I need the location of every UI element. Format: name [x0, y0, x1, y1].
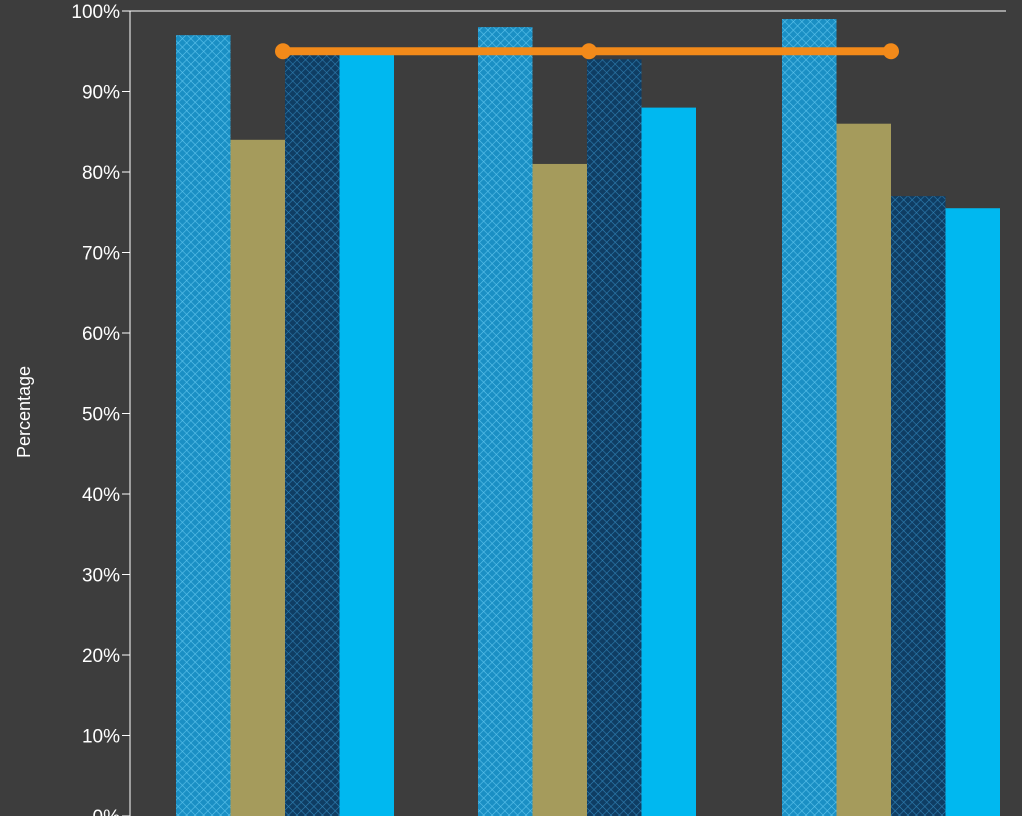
- y-tick-label: 90%: [82, 83, 120, 104]
- target-line-point-3: [883, 43, 899, 60]
- y-tick-label: 30%: [82, 566, 120, 587]
- y-tick-label: 60%: [82, 324, 120, 345]
- axis-layer: 0% 10% 20% 30% 40% 50% 60% 70% 80% 90% 100%: [71, 2, 1006, 816]
- target-line-point-1: [275, 43, 291, 60]
- bar-series-2-group-2: [532, 163, 587, 816]
- bars-layer: [176, 19, 1000, 816]
- y-tick-label: 0%: [93, 807, 121, 816]
- bar-series-4-group-2: [641, 107, 696, 816]
- bar-series-3-group-1: [285, 51, 340, 816]
- target-line-point-2: [581, 43, 597, 60]
- bar-series-4-group-1: [339, 51, 394, 816]
- bar-series-1-group-2: [478, 27, 533, 816]
- y-tick-label: 80%: [82, 163, 120, 184]
- bar-series-2-group-1: [230, 139, 285, 816]
- y-tick-label: 40%: [82, 485, 120, 506]
- y-tick-label: 100%: [71, 2, 120, 23]
- bar-series-4-group-3: [945, 208, 1000, 816]
- bar-series-1-group-3: [782, 19, 837, 816]
- y-tick-label: 50%: [82, 405, 120, 426]
- y-tick-label: 20%: [82, 646, 120, 667]
- bar-series-3-group-2: [587, 59, 642, 816]
- bar-series-1-group-1: [176, 35, 231, 816]
- bar-series-2-group-3: [836, 123, 891, 816]
- target-line-layer: [275, 43, 899, 60]
- y-tick-label: 10%: [82, 727, 120, 748]
- y-axis-title: Percentage: [14, 366, 34, 458]
- bar-series-3-group-3: [891, 196, 946, 816]
- y-tick-label: 70%: [82, 244, 120, 265]
